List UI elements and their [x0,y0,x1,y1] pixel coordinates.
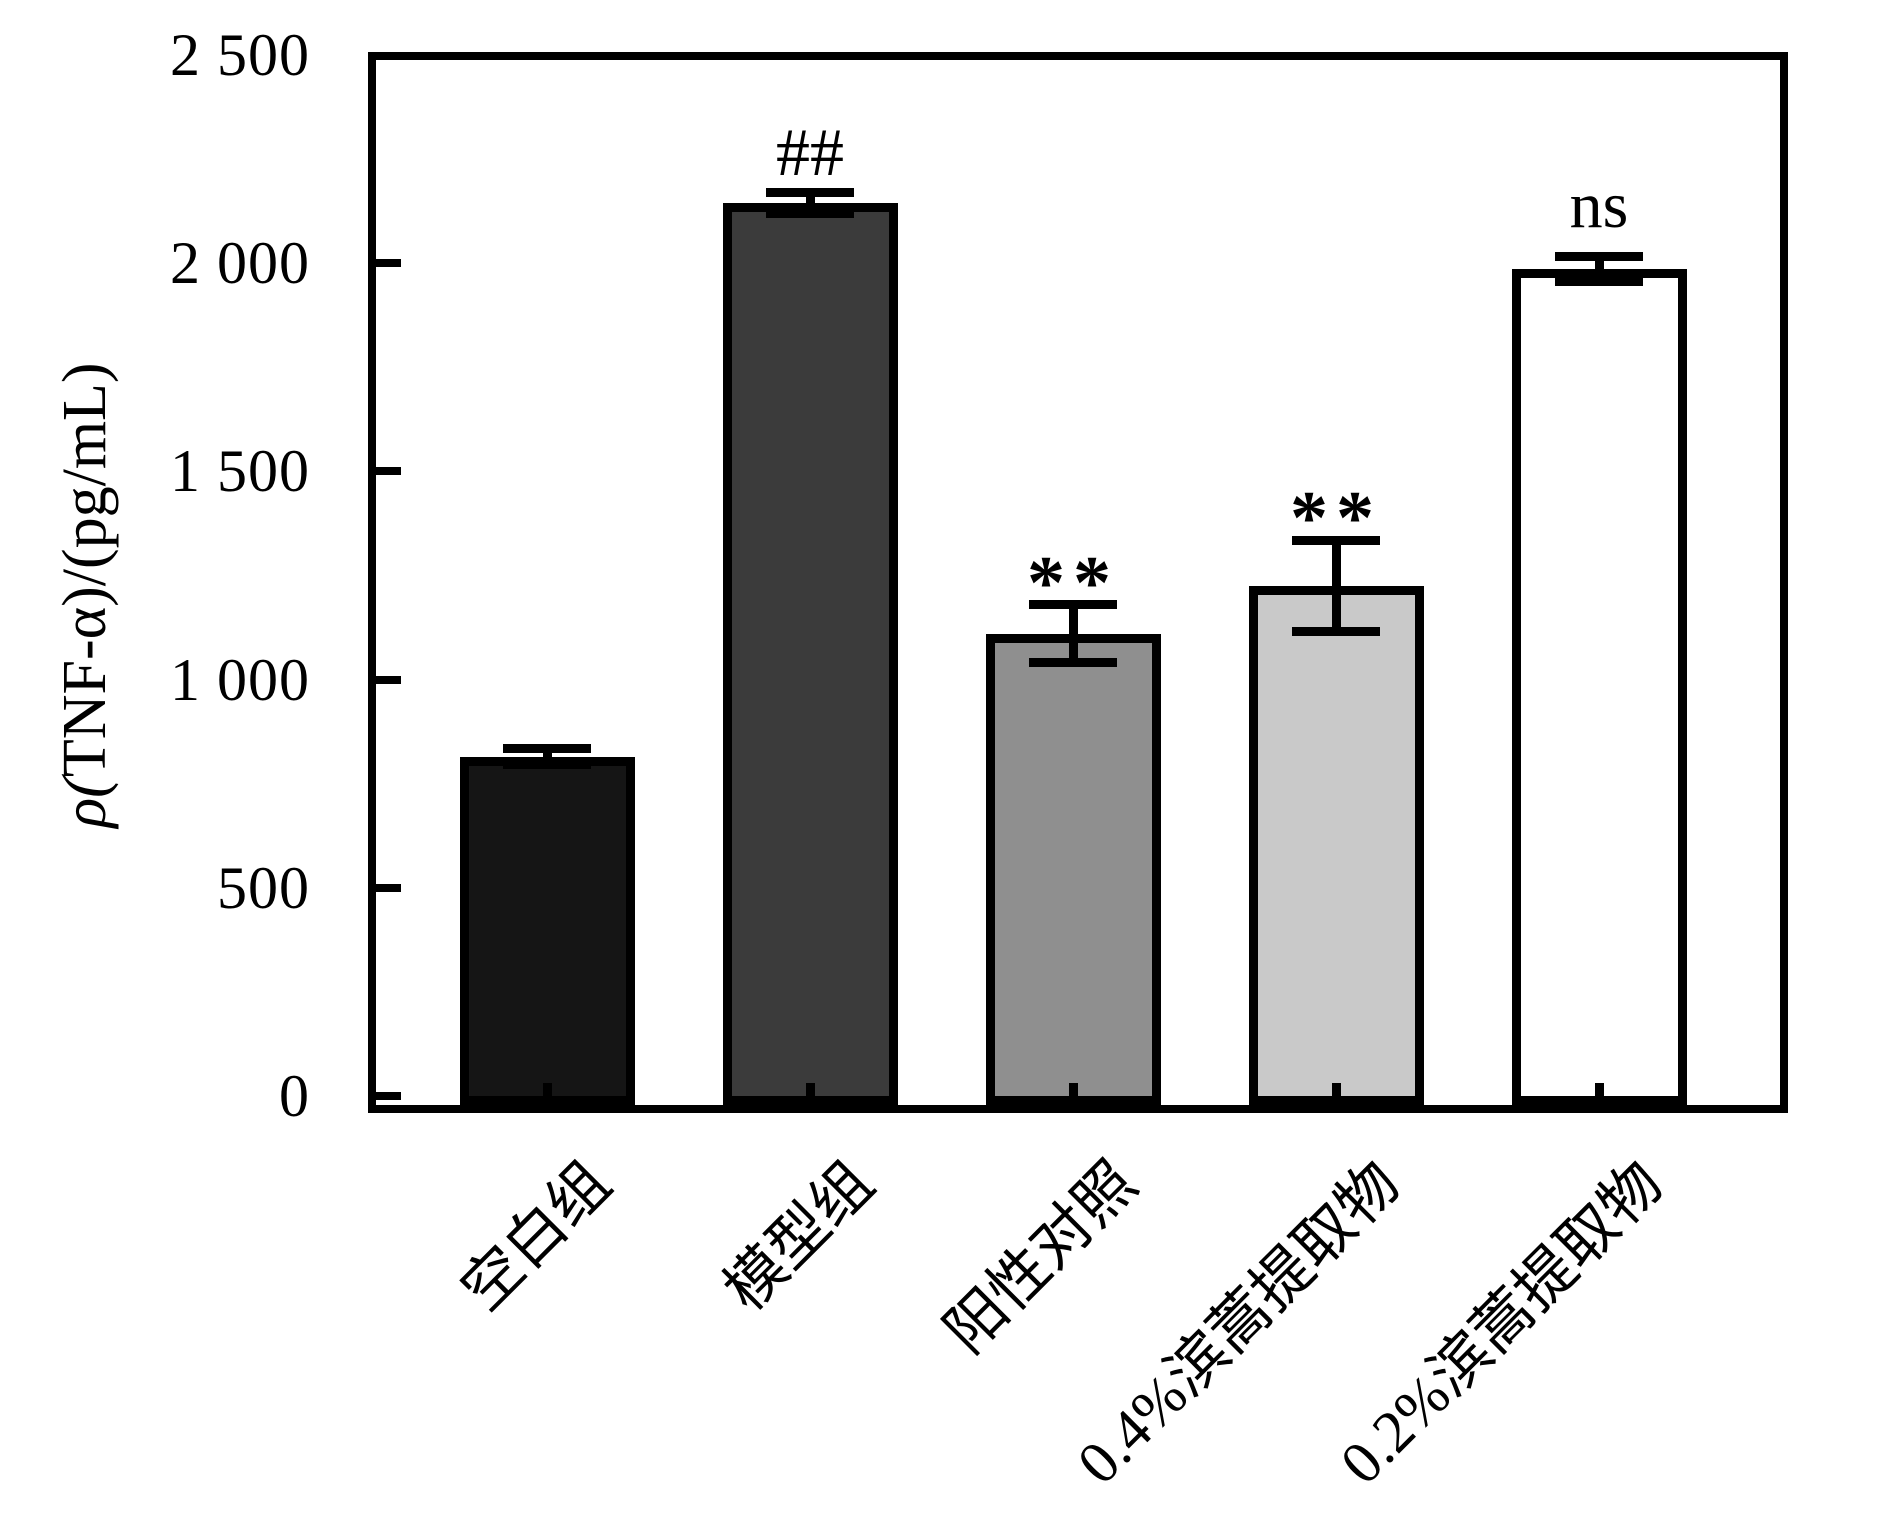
x-category-label-3: 阳性对照 [932,1149,1149,1366]
error-bar-stem-1 [542,748,552,765]
y-tick-label-2500: 2 500 [170,21,310,88]
x-tick-2 [805,1083,815,1105]
error-bar-cap-bottom-3 [1029,658,1117,668]
error-bar-stem-3 [1068,604,1078,663]
x-tick-4 [1331,1083,1341,1105]
error-bar-cap-top-1 [503,743,591,753]
error-bar-stem-2 [805,192,815,214]
bar-4 [1248,585,1424,1105]
error-bar-cap-bottom-1 [503,760,591,770]
y-tick-1500 [376,467,401,476]
bar-2 [722,202,898,1105]
y-tick-label-2000: 2 000 [170,230,310,297]
y-tick-label-0: 0 [279,1063,310,1129]
y-axis-title: ρ(TNF-α)/(pg/mL) [51,362,119,828]
x-tick-5 [1594,1083,1604,1105]
y-tick-label-500: 500 [217,854,310,921]
error-bar-cap-top-5 [1555,252,1643,262]
x-category-label-2: 模型组 [712,1149,886,1324]
x-category-label-1: 空白组 [449,1149,623,1324]
bar-5 [1511,269,1687,1105]
y-tick-2000 [376,259,401,268]
annotation-3: ** [1027,540,1119,625]
error-bar-cap-top-4 [1292,535,1380,545]
error-bar-cap-bottom-5 [1555,277,1643,287]
error-bar-cap-bottom-2 [766,208,854,218]
x-tick-1 [542,1083,552,1105]
error-bar-stem-5 [1594,256,1604,282]
y-tick-0 [376,1092,401,1100]
y-tick-500 [376,883,401,892]
error-bar-cap-top-3 [1029,600,1117,610]
bar-3 [985,633,1161,1105]
annotation-4: ** [1290,476,1382,561]
annotation-2: ## [776,114,844,191]
y-tick-label-1000: 1 000 [170,646,310,713]
x-tick-3 [1068,1083,1078,1105]
y-tick-1000 [376,675,401,684]
plot-area [368,52,1788,1113]
bar-1 [459,756,635,1105]
annotation-5: ns [1569,168,1629,242]
error-bar-cap-top-2 [766,187,854,197]
error-bar-stem-4 [1331,540,1341,632]
y-tick-label-1500: 1 500 [170,438,310,505]
error-bar-cap-bottom-4 [1292,627,1380,637]
